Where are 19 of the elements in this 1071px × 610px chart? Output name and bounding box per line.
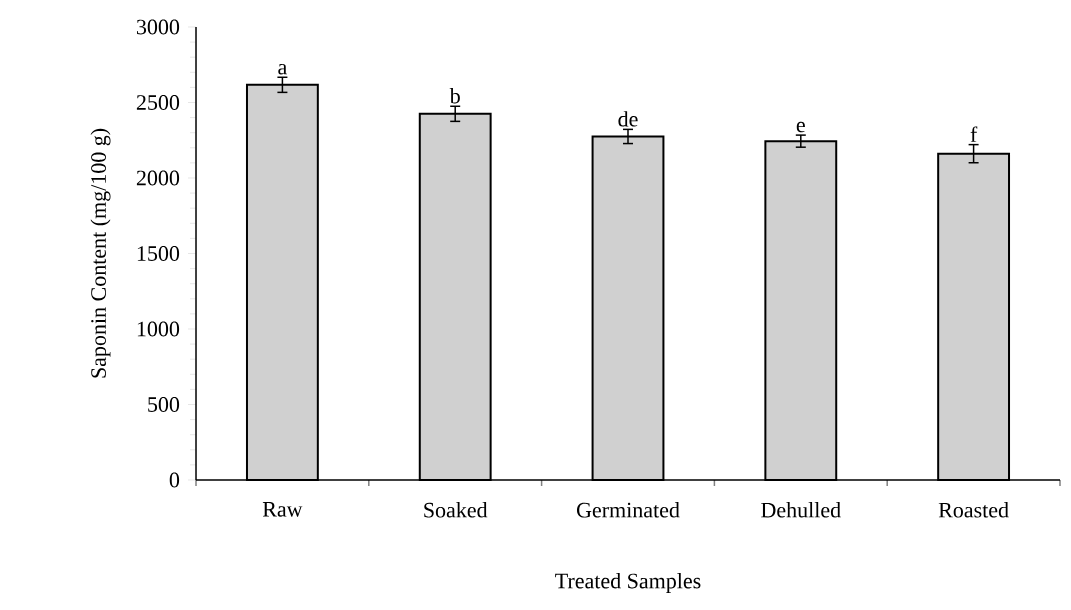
x-tick-label: Soaked (424, 502, 488, 518)
y-tick-label: 0 (169, 472, 180, 488)
x-tick-label: Dehulled (761, 502, 841, 518)
annotation: b (449, 88, 460, 104)
y-axis-title: Saponin Content (mg/100 g) (90, 128, 111, 378)
x-tick-label: Raw (262, 502, 303, 517)
y-tick-label: 2500 (136, 95, 180, 110)
annotation: f (970, 126, 978, 142)
x-tick-label: Roasted (938, 502, 1009, 518)
annotation: e (796, 121, 805, 133)
y-tick-label: 2000 (136, 170, 180, 186)
x-axis-title: Treated Samples (555, 572, 701, 593)
y-tick-label: 3000 (136, 19, 180, 35)
x-tick-label: Germinated (576, 502, 680, 518)
y-tick-label: 1500 (137, 246, 180, 261)
y-tick-label: 500 (148, 397, 180, 412)
y-tick-label: 1000 (137, 321, 180, 337)
annotation: de (618, 111, 638, 127)
annotation: a (278, 63, 287, 75)
